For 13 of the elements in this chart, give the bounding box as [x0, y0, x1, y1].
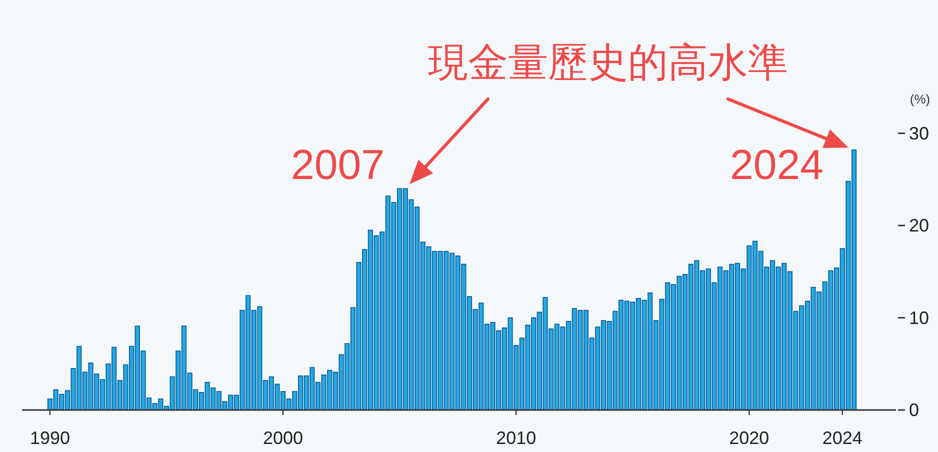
x-tick-label: 1990 [30, 428, 70, 448]
x-tick-label: 2020 [729, 428, 770, 448]
y-tick-label: 20 [909, 216, 930, 236]
x-tick-label: 2010 [496, 428, 536, 448]
x-tick-label: 2000 [263, 428, 304, 448]
annotation: 2024 [730, 141, 824, 188]
text: 現金量歷史的高水準 [428, 41, 788, 85]
y-tick-label: 0 [909, 400, 920, 420]
x-tick-label: 2024 [822, 428, 862, 448]
annotation: 2007 [291, 141, 384, 188]
y-tick-label: 10 [909, 308, 930, 328]
y-tick-label: 30 [909, 123, 930, 144]
y-axis-title: (%) [910, 91, 930, 106]
